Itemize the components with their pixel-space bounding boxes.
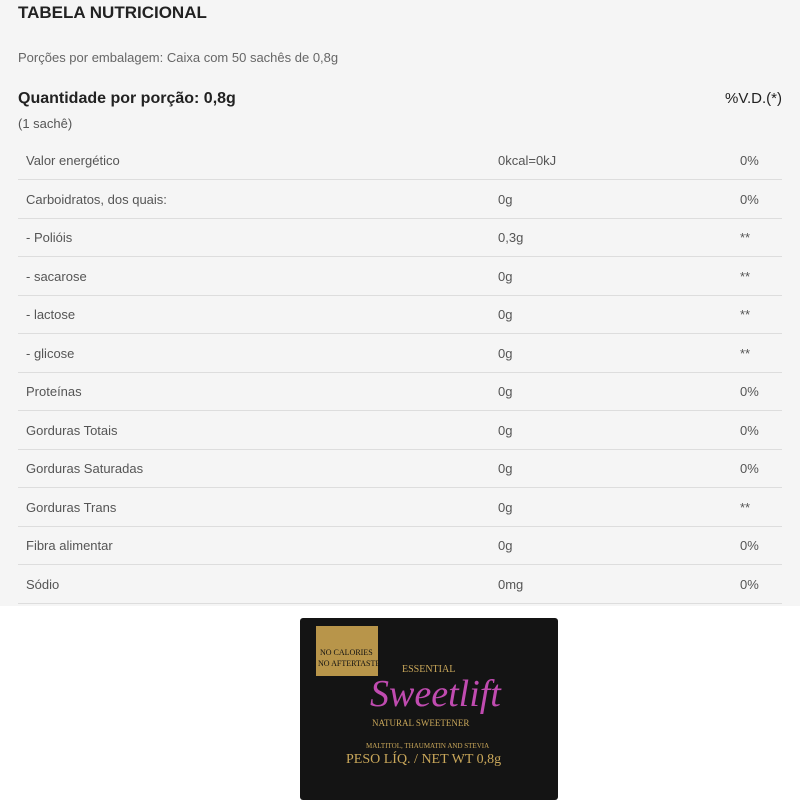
vd: ** bbox=[740, 230, 751, 245]
amount: 0g bbox=[498, 422, 513, 438]
table-row: Gorduras Trans 0g ** bbox=[18, 488, 782, 527]
amount: 0mg bbox=[498, 576, 524, 592]
servings: Porções por embalagem: Caixa com 50 sach… bbox=[18, 50, 339, 65]
badge-text: NO AFTERTASTE bbox=[318, 659, 381, 668]
amount: 0,3g bbox=[498, 230, 524, 245]
vd: ** bbox=[740, 307, 751, 322]
table-row: Carboidratos, dos quais: 0g 0% bbox=[18, 180, 782, 219]
brand: ESSENTIAL bbox=[402, 664, 456, 675]
vd: 0% bbox=[740, 384, 759, 399]
table-row: - sacarose 0g ** bbox=[18, 257, 782, 296]
nutrient: Fibra alimentar bbox=[26, 538, 113, 553]
vd: 0% bbox=[740, 461, 759, 476]
amount: 0g bbox=[498, 191, 513, 207]
amount: 0g bbox=[498, 499, 513, 515]
amount: 0g bbox=[498, 268, 513, 284]
product-image: NO CALORIES NO AFTERTASTE ESSENTIAL Swee… bbox=[300, 618, 558, 800]
tagline: NATURAL SWEETENER bbox=[372, 718, 470, 728]
nutrient: Gorduras Totais bbox=[26, 422, 118, 438]
table-row: Proteínas 0g 0% bbox=[18, 372, 782, 411]
title: TABELA NUTRICIONAL bbox=[18, 3, 207, 22]
table-row: Fibra alimentar 0g 0% bbox=[18, 526, 782, 565]
vd: ** bbox=[740, 499, 751, 515]
amount: 0g bbox=[498, 345, 513, 361]
table-row: - glicose 0g ** bbox=[18, 334, 782, 373]
nutrient: Gorduras Trans bbox=[26, 499, 117, 515]
badge-text: NO CALORIES bbox=[320, 648, 373, 657]
nutrition-panel: TABELA NUTRICIONAL Porções por embalagem… bbox=[18, 3, 782, 604]
table-row: Gorduras Totais 0g 0% bbox=[18, 411, 782, 450]
nutrient: Carboidratos, dos quais: bbox=[26, 191, 167, 207]
ingredients: MALTITOL, THAUMATIN AND STEVIA bbox=[366, 742, 490, 750]
vd-header: %V.D.(*) bbox=[725, 90, 782, 107]
vd: 0% bbox=[740, 576, 759, 592]
product-name: Sweetlift bbox=[370, 673, 501, 715]
table-row: - Polióis 0,3g ** bbox=[18, 218, 782, 257]
vd: ** bbox=[740, 345, 751, 361]
table-row: - lactose 0g ** bbox=[18, 295, 782, 334]
nutrient: Gorduras Saturadas bbox=[26, 461, 144, 476]
vd: 0% bbox=[740, 153, 759, 168]
badge bbox=[316, 626, 378, 676]
vd: 0% bbox=[740, 191, 759, 207]
nutrient: - sacarose bbox=[26, 268, 87, 284]
amount: 0g bbox=[498, 384, 513, 399]
vd: 0% bbox=[740, 422, 759, 438]
portion: Quantidade por porção: 0,8g bbox=[18, 90, 236, 107]
nutrient: Proteínas bbox=[26, 384, 82, 399]
amount: 0g bbox=[498, 307, 513, 322]
table-row: Sódio 0mg 0% bbox=[18, 565, 782, 604]
nutrient: Valor energético bbox=[26, 153, 120, 168]
vd: 0% bbox=[740, 538, 759, 553]
portion-note: (1 sachê) bbox=[18, 116, 73, 131]
amount: 0kcal=0kJ bbox=[498, 153, 557, 168]
nutrient: - Polióis bbox=[26, 230, 73, 245]
nutrient: - glicose bbox=[26, 345, 75, 361]
weight: PESO LÍQ. / NET WT 0,8g bbox=[346, 752, 502, 767]
table-row: Valor energético 0kcal=0kJ 0% bbox=[18, 141, 782, 180]
nutrient: - lactose bbox=[26, 307, 76, 322]
nutrient: Sódio bbox=[26, 576, 60, 592]
amount: 0g bbox=[498, 538, 513, 553]
vd: ** bbox=[740, 268, 751, 284]
table-row: Gorduras Saturadas 0g 0% bbox=[18, 449, 782, 488]
amount: 0g bbox=[498, 461, 513, 476]
